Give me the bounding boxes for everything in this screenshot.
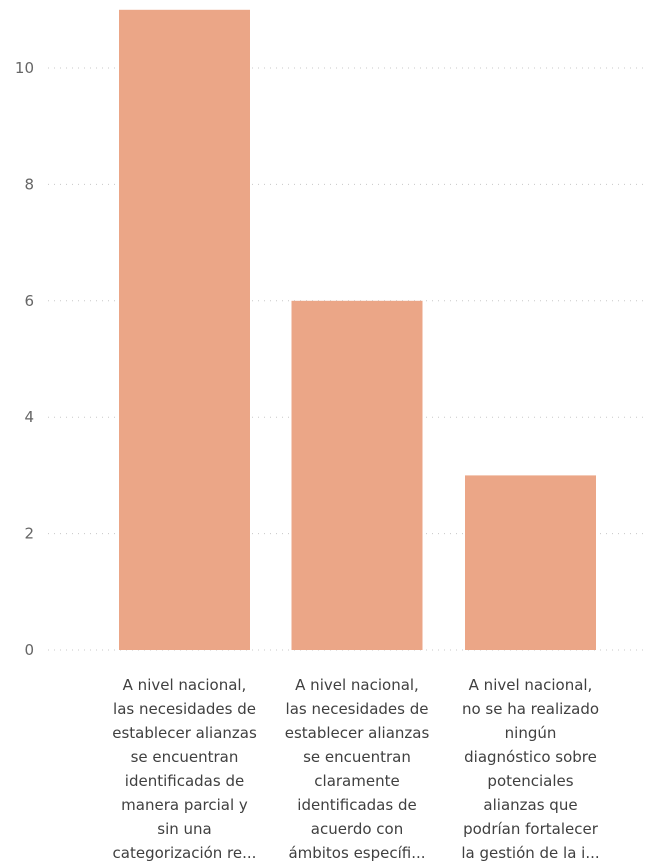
y-tick-label-2: 2 [24, 525, 34, 543]
bar-1 [119, 9, 250, 651]
x-category-label-line: establecer alianzas [112, 724, 257, 742]
y-axis-ticks: 0 2 4 6 8 10 [15, 59, 34, 659]
x-category-label-line: claramente [314, 772, 399, 790]
x-category-label-line: A nivel nacional, [469, 676, 593, 694]
y-tick-label-8: 8 [24, 175, 34, 193]
x-category-label-line: identificadas de [297, 796, 416, 814]
x-category-label-line: potenciales [487, 772, 573, 790]
x-axis-labels: A nivel nacional, las necesidades de estab… [112, 676, 599, 862]
y-tick-label-6: 6 [24, 292, 34, 310]
x-category-label-line: no se ha realizado [462, 700, 599, 718]
bar-3 [465, 475, 596, 650]
x-category-label-line: alianzas que [483, 796, 577, 814]
x-category-label-line: se encuentran [303, 748, 411, 766]
bar-2 [291, 300, 423, 650]
x-category-label-line: diagnóstico sobre [464, 748, 597, 766]
x-category-label-line: manera parcial y [121, 796, 248, 814]
x-category-label-line: establecer alianzas [285, 724, 430, 742]
x-category-label-line: categorización re... [113, 844, 257, 862]
x-category-label-line: identificadas de [125, 772, 244, 790]
x-category-label-line: ámbitos específi... [288, 844, 425, 862]
x-category-label-line: se encuentran [131, 748, 239, 766]
y-tick-label-10: 10 [15, 59, 34, 77]
x-category-label-line: podrían fortalecer [463, 820, 599, 838]
bars [119, 9, 596, 651]
x-category-label-line: las necesidades de [286, 700, 429, 718]
x-category-label-line: sin una [157, 820, 211, 838]
x-category-label-line: las necesidades de [113, 700, 256, 718]
x-category-label-line: acuerdo con [311, 820, 403, 838]
x-category-label-line: A nivel nacional, [295, 676, 419, 694]
x-category-label-line: la gestión de la i... [461, 844, 599, 862]
y-tick-label-0: 0 [24, 641, 34, 659]
x-category-label-3: A nivel nacional, no se ha realizado ningú… [461, 676, 599, 862]
x-category-label-2: A nivel nacional, las necesidades de estab… [285, 676, 430, 862]
y-tick-label-4: 4 [24, 408, 34, 426]
x-category-label-line: A nivel nacional, [123, 676, 247, 694]
x-category-label-line: ningún [505, 724, 557, 742]
x-category-label-1: A nivel nacional, las necesidades de estab… [112, 676, 257, 862]
